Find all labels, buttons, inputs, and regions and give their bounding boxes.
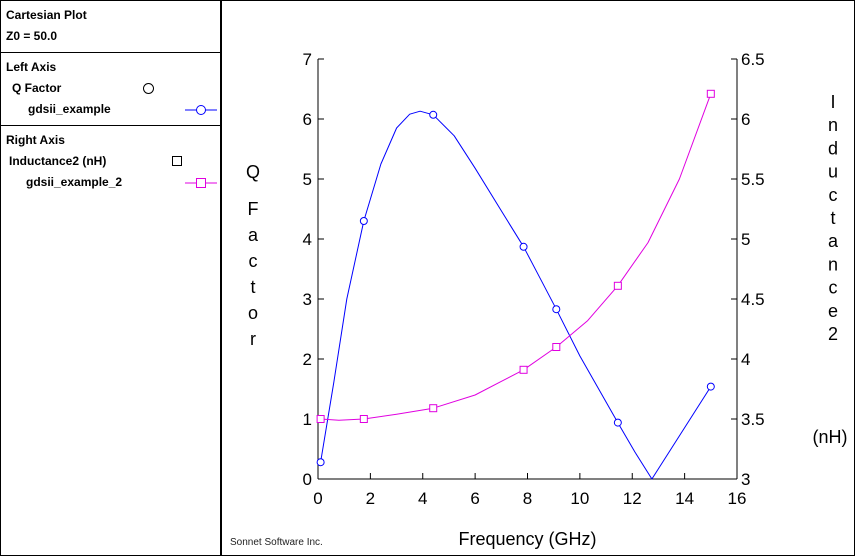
x-tick-label: 6 [470, 489, 479, 508]
y-left-label-char: o [248, 303, 258, 323]
y-right-label-char: a [828, 231, 839, 251]
x-tick-label: 8 [523, 489, 532, 508]
y-right-unit-label: (nH) [813, 427, 848, 447]
y-left-label-char: c [249, 251, 258, 271]
x-axis-label: Frequency (GHz) [458, 529, 596, 549]
y-left-tick-label: 0 [303, 470, 312, 489]
y-right-tick-label: 6.5 [741, 50, 765, 69]
y-left-label-char: F [248, 199, 259, 219]
y-left-tick-label: 1 [303, 410, 312, 429]
y-right-label-char: I [830, 92, 835, 112]
data-point-1 [613, 418, 622, 427]
right-measure-item[interactable]: Inductance2 (nH) [6, 151, 220, 172]
right-measure-label: Inductance2 (nH) [9, 154, 107, 168]
y-right-tick-label: 4 [741, 350, 750, 369]
y-left-label-char: a [248, 225, 259, 245]
credit-label: Sonnet Software Inc. [230, 537, 323, 548]
y-left-tick-label: 5 [303, 170, 312, 189]
legend-item-series1[interactable]: gdsii_example [6, 99, 220, 120]
y-right-tick-label: 3 [741, 470, 750, 489]
x-tick-label: 0 [313, 489, 322, 508]
y-right-label-char: 2 [828, 324, 838, 344]
data-point-2 [552, 343, 561, 351]
legend-item-series2[interactable]: gdsii_example_2 [6, 172, 220, 193]
left-measure-label: Q Factor [12, 81, 62, 95]
x-tick-label: 12 [623, 489, 642, 508]
data-point-1 [552, 305, 561, 314]
series2-line-icon [185, 178, 217, 188]
y-left-tick-label: 4 [303, 230, 312, 249]
x-tick-label: 14 [675, 489, 694, 508]
plot-title: Cartesian Plot [6, 8, 87, 22]
data-point-2 [706, 89, 715, 98]
data-point-1 [519, 242, 528, 251]
x-tick-label: 10 [570, 489, 589, 508]
right-axis-heading: Right Axis [6, 133, 65, 147]
data-point-2 [316, 415, 325, 423]
y-right-label-char: d [828, 138, 838, 158]
y-right-label-char: u [828, 162, 838, 182]
data-point-1 [359, 217, 368, 225]
y-right-label-char: t [830, 208, 835, 228]
data-point-2 [429, 404, 438, 413]
y-right-tick-label: 5 [741, 230, 750, 249]
series1-line-icon [185, 105, 217, 115]
series1-label: gdsii_example [28, 102, 111, 116]
legend-panel: Cartesian Plot Z0 = 50.0 Left Axis Q Fac… [1, 1, 222, 555]
data-point-2 [613, 281, 622, 290]
y-right-label-char: c [829, 185, 838, 205]
y-right-label-char: c [829, 278, 838, 298]
series-line-1 [320, 110, 712, 480]
plot-info-section: Cartesian Plot Z0 = 50.0 [1, 1, 220, 53]
data-point-1 [429, 110, 438, 119]
left-axis-section: Left Axis Q Factor gdsii_example [1, 53, 220, 126]
y-right-tick-label: 4.5 [741, 290, 765, 309]
y-left-label-char: t [250, 277, 255, 297]
y-right-tick-label: 3.5 [741, 410, 765, 429]
data-point-2 [359, 415, 368, 423]
x-tick-label: 16 [728, 489, 747, 508]
y-right-label-char: e [828, 301, 838, 321]
y-right-label-char: n [828, 115, 838, 135]
y-right-tick-label: 6 [741, 110, 750, 129]
y-right-tick-label: 5.5 [741, 170, 765, 189]
left-measure-item[interactable]: Q Factor [6, 78, 220, 99]
data-point-1 [316, 458, 325, 467]
y-left-tick-label: 6 [303, 110, 312, 129]
x-tick-label: 2 [366, 489, 375, 508]
right-axis-section: Right Axis Inductance2 (nH) gdsii_exampl… [1, 126, 220, 198]
data-point-2 [519, 365, 528, 374]
series2-label: gdsii_example_2 [26, 175, 123, 189]
x-tick-label: 4 [418, 489, 427, 508]
data-point-1 [706, 382, 715, 391]
series-line-2 [320, 93, 712, 421]
square-marker-icon [172, 156, 182, 166]
y-right-label-char: n [828, 254, 838, 274]
y-left-tick-label: 7 [303, 50, 312, 69]
left-axis-heading: Left Axis [6, 60, 57, 74]
y-left-tick-label: 2 [303, 350, 312, 369]
y-left-label-char: r [250, 329, 256, 349]
circle-marker-icon [143, 83, 154, 94]
y-left-tick-label: 3 [303, 290, 312, 309]
z0-label: Z0 = 50.0 [6, 29, 58, 43]
y-left-label-char: Q [246, 162, 260, 182]
